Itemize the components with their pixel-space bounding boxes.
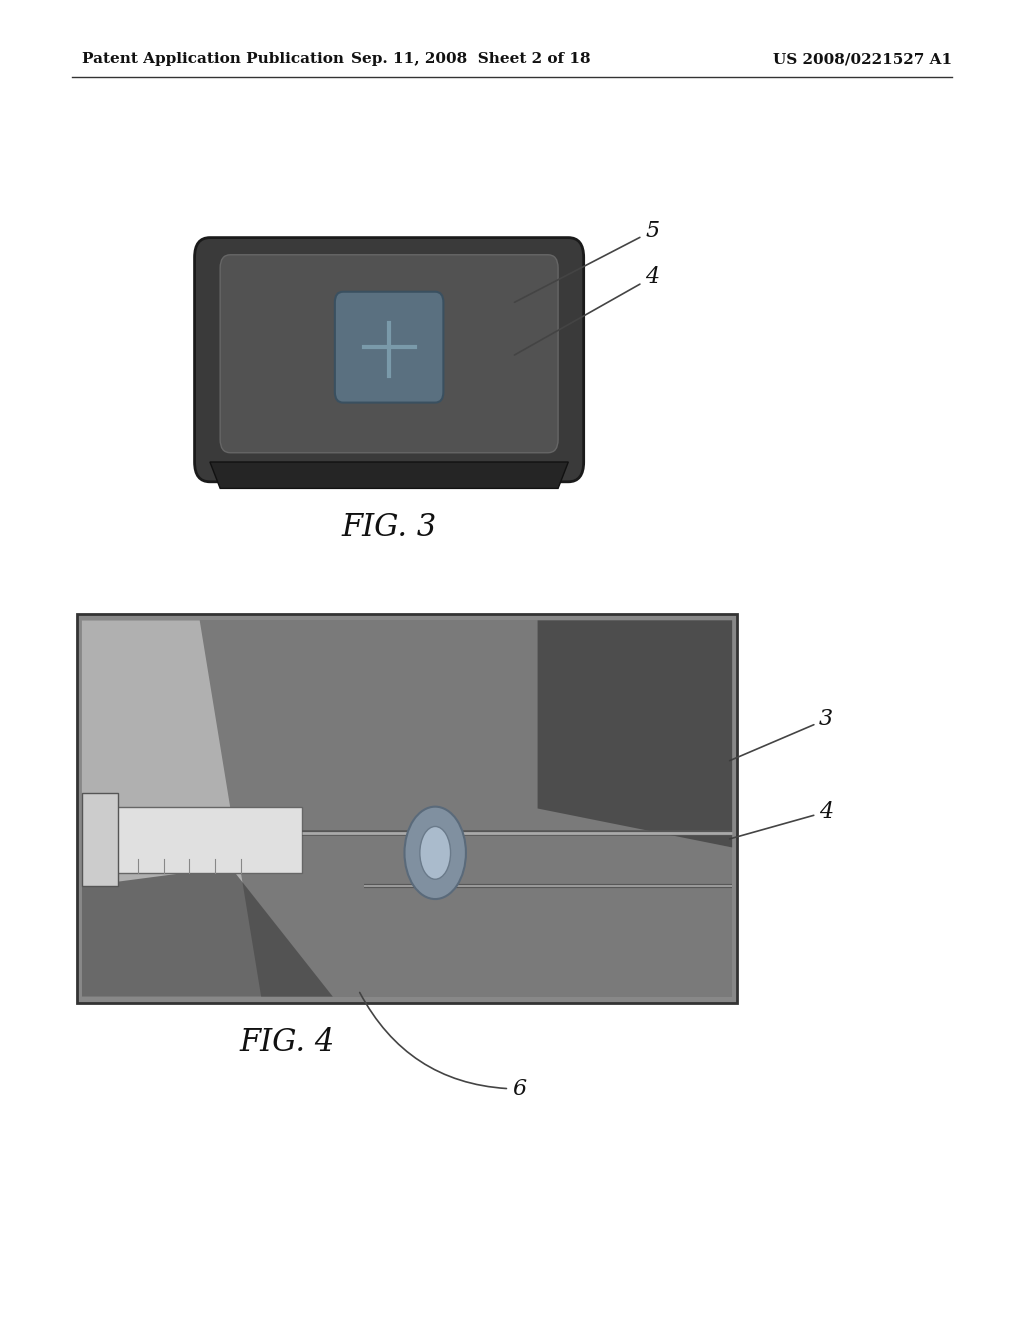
- FancyBboxPatch shape: [335, 292, 443, 403]
- Text: FIG. 3: FIG. 3: [341, 512, 437, 544]
- Text: 5: 5: [514, 220, 659, 302]
- Text: Patent Application Publication: Patent Application Publication: [82, 53, 344, 66]
- Bar: [97, 807, 302, 873]
- Text: US 2008/0221527 A1: US 2008/0221527 A1: [773, 53, 952, 66]
- Polygon shape: [538, 620, 732, 847]
- Polygon shape: [210, 462, 568, 488]
- Polygon shape: [82, 867, 333, 997]
- Polygon shape: [225, 264, 553, 403]
- Bar: [77, 614, 737, 1003]
- Text: 3: 3: [729, 709, 834, 760]
- Bar: [82, 620, 732, 997]
- Bar: [82, 793, 118, 886]
- Text: 4: 4: [514, 267, 659, 355]
- Text: 6: 6: [359, 993, 526, 1100]
- Ellipse shape: [420, 826, 451, 879]
- Polygon shape: [82, 620, 261, 997]
- FancyBboxPatch shape: [220, 255, 558, 453]
- Text: 4: 4: [730, 801, 834, 840]
- FancyBboxPatch shape: [195, 238, 584, 482]
- Text: FIG. 4: FIG. 4: [239, 1027, 335, 1059]
- Text: Sep. 11, 2008  Sheet 2 of 18: Sep. 11, 2008 Sheet 2 of 18: [351, 53, 591, 66]
- Ellipse shape: [404, 807, 466, 899]
